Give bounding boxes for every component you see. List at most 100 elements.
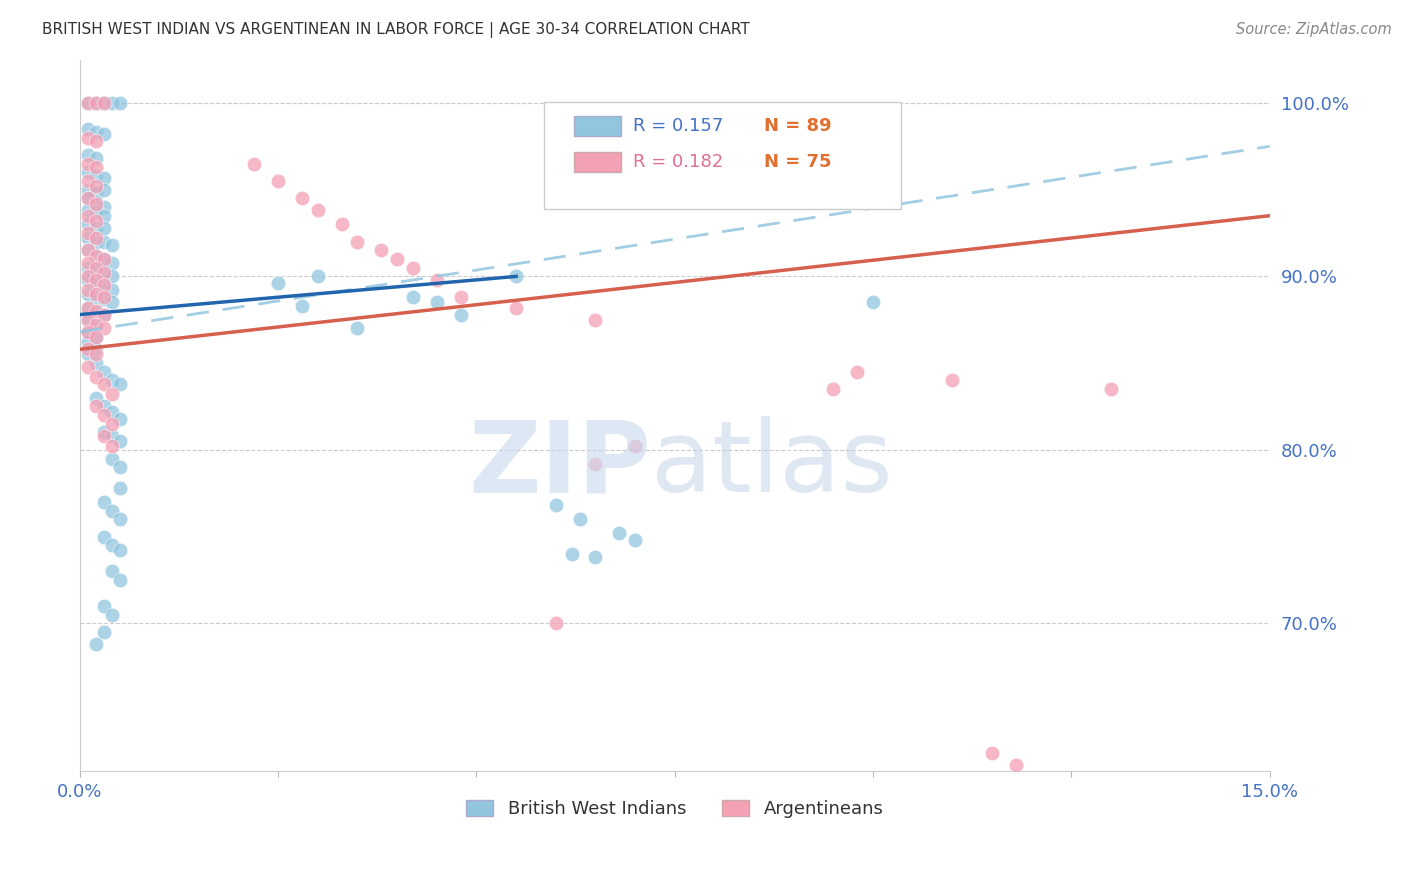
Point bbox=[84, 343, 107, 357]
Point bbox=[84, 277, 107, 291]
Point bbox=[100, 405, 122, 419]
Point bbox=[100, 238, 122, 252]
Point bbox=[568, 512, 591, 526]
Point bbox=[108, 376, 131, 391]
Point bbox=[450, 290, 472, 304]
Point bbox=[84, 194, 107, 209]
Text: N = 75: N = 75 bbox=[763, 153, 831, 171]
Point bbox=[1099, 382, 1122, 396]
Point bbox=[93, 264, 115, 278]
Point bbox=[76, 347, 98, 361]
Point bbox=[100, 374, 122, 388]
Point bbox=[84, 249, 107, 263]
Point bbox=[76, 325, 98, 339]
Point bbox=[108, 460, 131, 475]
Point bbox=[93, 252, 115, 266]
Point bbox=[93, 266, 115, 280]
Point bbox=[76, 269, 98, 284]
Point bbox=[370, 244, 392, 258]
Point bbox=[93, 290, 115, 304]
Point bbox=[100, 417, 122, 431]
Point bbox=[402, 290, 425, 304]
Point bbox=[84, 205, 107, 219]
Point bbox=[84, 95, 107, 110]
Text: R = 0.182: R = 0.182 bbox=[633, 153, 724, 171]
Point bbox=[84, 356, 107, 370]
Point bbox=[100, 439, 122, 453]
Point bbox=[385, 252, 408, 266]
Point bbox=[426, 295, 449, 310]
Point bbox=[84, 179, 107, 194]
Point bbox=[426, 273, 449, 287]
Point bbox=[84, 273, 107, 287]
Point bbox=[108, 434, 131, 449]
Point bbox=[100, 607, 122, 622]
Text: ZIP: ZIP bbox=[468, 417, 651, 514]
Point bbox=[76, 156, 98, 170]
Point bbox=[76, 325, 98, 339]
Point bbox=[93, 252, 115, 266]
Point bbox=[84, 304, 107, 318]
Point bbox=[93, 530, 115, 544]
Point bbox=[76, 95, 98, 110]
Point bbox=[981, 747, 1004, 761]
Point bbox=[93, 200, 115, 214]
Point bbox=[84, 637, 107, 651]
Point bbox=[93, 429, 115, 443]
Point bbox=[84, 391, 107, 405]
Point bbox=[76, 359, 98, 374]
Point bbox=[84, 231, 107, 245]
Point bbox=[93, 235, 115, 249]
Point bbox=[346, 235, 368, 249]
Point bbox=[76, 335, 98, 350]
Point bbox=[108, 543, 131, 558]
Point bbox=[93, 308, 115, 322]
Point bbox=[76, 244, 98, 258]
Point bbox=[84, 260, 107, 275]
Point bbox=[76, 218, 98, 232]
Point bbox=[100, 451, 122, 466]
Point bbox=[76, 203, 98, 218]
Point bbox=[84, 125, 107, 139]
Text: N = 89: N = 89 bbox=[763, 118, 832, 136]
Point bbox=[267, 174, 290, 188]
Text: atlas: atlas bbox=[651, 417, 893, 514]
Point bbox=[93, 400, 115, 414]
Point bbox=[84, 169, 107, 183]
Point bbox=[76, 95, 98, 110]
Point bbox=[84, 370, 107, 384]
Point bbox=[93, 278, 115, 293]
Point bbox=[76, 191, 98, 205]
Point bbox=[84, 347, 107, 361]
Point bbox=[291, 191, 314, 205]
Point bbox=[585, 457, 607, 471]
Point bbox=[93, 278, 115, 293]
Point bbox=[84, 235, 107, 249]
Point bbox=[76, 244, 98, 258]
Point bbox=[93, 220, 115, 235]
Point bbox=[84, 318, 107, 332]
Point bbox=[93, 308, 115, 322]
Point bbox=[93, 127, 115, 141]
Point bbox=[76, 255, 98, 269]
Point bbox=[330, 218, 353, 232]
Point bbox=[84, 304, 107, 318]
Point bbox=[243, 156, 266, 170]
Point bbox=[76, 312, 98, 326]
Point bbox=[93, 95, 115, 110]
Point bbox=[346, 321, 368, 335]
Point bbox=[93, 292, 115, 306]
Point bbox=[267, 277, 290, 291]
Point bbox=[76, 312, 98, 326]
Point bbox=[76, 174, 98, 188]
Point bbox=[823, 382, 845, 396]
Point bbox=[108, 573, 131, 587]
Point bbox=[108, 512, 131, 526]
Point bbox=[93, 624, 115, 639]
Point bbox=[585, 312, 607, 326]
Point bbox=[544, 499, 567, 513]
Point bbox=[84, 220, 107, 235]
Point bbox=[93, 495, 115, 509]
Point bbox=[84, 249, 107, 263]
Point bbox=[84, 400, 107, 414]
